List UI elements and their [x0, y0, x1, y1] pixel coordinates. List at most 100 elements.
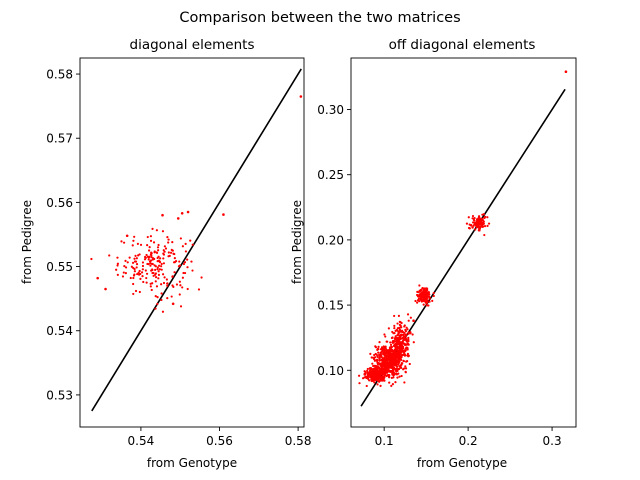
data-point [426, 299, 429, 302]
data-point [151, 262, 154, 266]
data-point [137, 273, 141, 276]
data-point [394, 381, 397, 384]
x-tick-label: 0.58 [285, 434, 312, 448]
data-point [390, 348, 393, 352]
data-point [135, 266, 138, 269]
data-point [146, 255, 149, 258]
data-point [397, 361, 400, 365]
data-point [160, 298, 163, 302]
y-tick-label: 0.54 [46, 324, 73, 338]
data-point [372, 368, 376, 372]
data-point [407, 336, 410, 339]
data-point [197, 288, 201, 291]
data-point [394, 329, 397, 332]
data-point [222, 213, 225, 216]
data-point [399, 348, 402, 351]
data-point [431, 299, 434, 303]
data-point [471, 217, 474, 220]
data-point [427, 291, 430, 294]
data-point [371, 379, 375, 382]
data-point [166, 296, 169, 300]
data-point [104, 287, 107, 291]
data-point [376, 348, 379, 351]
data-point [162, 281, 166, 285]
data-point [399, 365, 402, 368]
data-point [134, 289, 138, 293]
data-point [147, 258, 150, 261]
data-point [142, 280, 145, 284]
data-point [474, 228, 477, 231]
data-point [472, 218, 475, 221]
data-point [400, 358, 403, 361]
data-point [156, 295, 159, 299]
data-point [389, 365, 393, 368]
data-point [423, 296, 426, 299]
data-point [157, 273, 161, 276]
data-point [393, 337, 397, 340]
data-point [186, 210, 190, 214]
data-point [404, 330, 408, 333]
data-point [395, 372, 398, 375]
data-point [160, 268, 163, 271]
data-point [184, 250, 188, 253]
data-point [358, 382, 361, 385]
data-point [153, 257, 156, 261]
data-point [403, 381, 406, 384]
data-point [372, 370, 376, 373]
data-point [393, 348, 396, 351]
data-point [145, 281, 148, 284]
data-point [378, 341, 381, 344]
data-point [386, 361, 389, 364]
data-point [371, 374, 374, 377]
data-point [389, 343, 393, 346]
data-point [389, 341, 392, 344]
data-point [143, 255, 147, 259]
data-point [186, 258, 189, 261]
data-point [483, 225, 487, 228]
data-point [407, 331, 410, 334]
data-point [392, 332, 395, 335]
data-point [394, 351, 398, 354]
data-point [471, 226, 474, 229]
data-point [378, 366, 381, 369]
data-point [395, 348, 398, 351]
data-point [181, 245, 184, 248]
data-point [178, 264, 182, 267]
data-point [467, 216, 470, 219]
data-point [432, 294, 435, 298]
data-point [406, 328, 409, 331]
data-point [371, 362, 374, 365]
data-point [132, 239, 135, 242]
data-point [403, 354, 407, 357]
data-point [481, 218, 484, 222]
data-point [146, 262, 149, 266]
data-point [381, 358, 384, 362]
data-point [182, 262, 186, 266]
data-point [393, 356, 396, 359]
data-point [161, 273, 165, 276]
data-point [148, 260, 152, 263]
data-point [161, 230, 165, 233]
data-point [380, 346, 384, 349]
data-point [421, 298, 424, 301]
data-point [179, 305, 183, 308]
data-point [149, 262, 152, 265]
data-point [369, 352, 372, 355]
data-point [161, 213, 164, 217]
data-point [186, 266, 189, 269]
data-point [398, 356, 401, 359]
axes-frame [79, 57, 305, 428]
data-point [401, 353, 404, 357]
data-point [418, 300, 421, 303]
data-point [406, 359, 409, 363]
y-tick-label: 0.57 [46, 132, 73, 146]
data-point [399, 353, 402, 356]
y-tick-label: 0.30 [317, 103, 344, 117]
data-point [384, 356, 388, 359]
x-tick-label: 0.2 [459, 434, 478, 448]
panel-title-off-diagonal: off diagonal elements [389, 37, 536, 53]
data-point [152, 274, 155, 277]
data-point [160, 283, 163, 286]
data-point [183, 261, 187, 264]
data-point [139, 277, 142, 280]
